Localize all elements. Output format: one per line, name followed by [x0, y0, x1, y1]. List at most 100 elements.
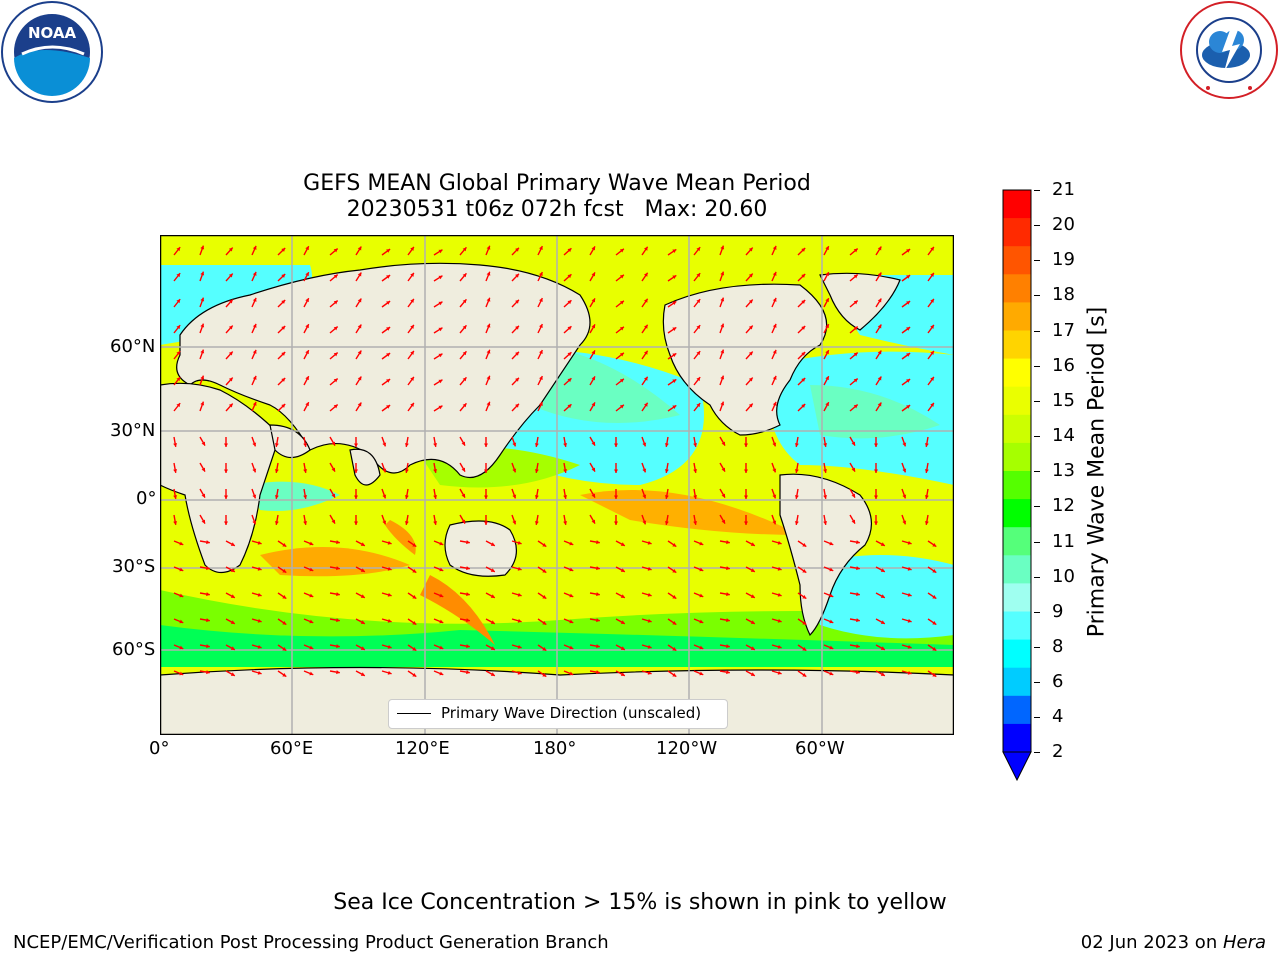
- wave-direction-arrowhead: [490, 542, 495, 546]
- wave-direction-arrowhead: [932, 594, 937, 599]
- wave-direction-arrowhead: [200, 297, 205, 302]
- wave-direction-arrowhead: [823, 521, 828, 525]
- colorbar-segment: [1003, 302, 1031, 331]
- wave-direction-arrowhead: [484, 495, 488, 499]
- wave-direction-arrowhead: [309, 671, 314, 676]
- wave-direction-arrowhead: [439, 541, 444, 546]
- wave-direction-arrowhead: [534, 495, 539, 499]
- wave-direction-arrowhead: [772, 323, 777, 328]
- colorbar-segment: [1003, 190, 1031, 219]
- wave-direction-arrowhead: [274, 469, 279, 473]
- wave-direction-arrowhead: [721, 493, 725, 498]
- colorbar-tick-mark: [1034, 506, 1040, 508]
- wave-direction-arrowhead: [877, 350, 882, 355]
- wave-direction-arrowhead: [542, 620, 547, 625]
- wave-direction-arrowhead: [252, 520, 257, 525]
- wave-direction-arrowhead: [823, 469, 828, 473]
- wave-direction-arrowhead: [856, 592, 860, 597]
- wave-direction-arrowhead: [282, 620, 287, 625]
- wave-direction-arrowhead: [672, 405, 677, 410]
- wave-direction-arrowhead: [224, 469, 228, 473]
- wave-direction-arrowhead: [777, 670, 782, 675]
- wave-direction-arrowhead: [281, 352, 286, 356]
- colorbar-tick-mark: [1034, 295, 1040, 297]
- wave-direction-arrowhead: [880, 646, 885, 650]
- wave-direction-arrowhead: [410, 376, 414, 381]
- wave-direction-arrowhead: [336, 644, 340, 649]
- wave-direction-arrowhead: [877, 272, 882, 277]
- wave-direction-arrowhead: [877, 246, 882, 251]
- wave-direction-arrowhead: [439, 567, 444, 572]
- wave-direction-arrowhead: [620, 568, 625, 572]
- wave-direction-arrowhead: [619, 378, 624, 383]
- wave-direction-arrowhead: [744, 443, 748, 447]
- wave-direction-arrowhead: [173, 443, 178, 447]
- lat-tick-30n: 30°N: [110, 420, 156, 441]
- wave-direction-arrowhead: [619, 352, 624, 357]
- wave-direction-arrowhead: [664, 521, 669, 525]
- wave-direction-arrowhead: [387, 592, 392, 597]
- wave-direction-arrowhead: [750, 672, 755, 676]
- wave-direction-arrowhead: [720, 297, 725, 302]
- wave-direction-arrowhead: [486, 245, 491, 250]
- wave-direction-arrowhead: [309, 567, 314, 572]
- wave-direction-arrowhead: [466, 566, 470, 571]
- wave-direction-arrowhead: [720, 323, 725, 328]
- wave-direction-arrowhead: [772, 271, 777, 276]
- wave-direction-arrows: [173, 245, 937, 678]
- wave-direction-arrowhead: [672, 620, 677, 625]
- wave-direction-arrowhead: [534, 469, 539, 473]
- wave-direction-arrowhead: [433, 469, 438, 473]
- wave-direction-arrowhead: [281, 404, 286, 408]
- wave-direction-arrowhead: [357, 272, 362, 277]
- wave-direction-arrowhead: [802, 620, 807, 625]
- wave-direction-arrowhead: [642, 442, 647, 447]
- wave-direction-arrowhead: [721, 519, 725, 524]
- wave-direction-arrowhead: [880, 620, 885, 624]
- wave-direction-arrowhead: [228, 299, 233, 304]
- wave-direction-arrowhead: [620, 620, 625, 624]
- wave-direction-arrowhead: [672, 249, 677, 254]
- wave-direction-arrowhead: [596, 566, 600, 571]
- wave-direction-arrowhead: [257, 644, 262, 649]
- wave-direction-arrowhead: [924, 443, 929, 447]
- wave-direction-arrowhead: [439, 671, 444, 676]
- wave-direction-arrowhead: [802, 542, 807, 547]
- wave-direction-arrowhead: [333, 326, 338, 331]
- wave-direction-arrowhead: [382, 520, 387, 525]
- wave-direction-arrowhead: [331, 467, 335, 472]
- wave-direction-arrowhead: [567, 378, 572, 383]
- lon-tick-60e: 60°E: [270, 738, 314, 759]
- wave-direction-arrowhead: [877, 402, 882, 407]
- wave-direction-arrowhead: [720, 271, 725, 276]
- wave-direction-arrowhead: [750, 594, 755, 598]
- wave-direction-arrowhead: [748, 273, 753, 278]
- wave-direction-arrowhead: [930, 246, 934, 251]
- wave-direction-arrowhead: [274, 495, 279, 499]
- wave-direction-arrowhead: [672, 353, 677, 358]
- wave-direction-arrowhead: [386, 301, 391, 305]
- lat-tick-60s: 60°S: [112, 639, 156, 660]
- wave-direction-arrowhead: [643, 298, 648, 303]
- wave-direction-arrowhead: [539, 246, 543, 251]
- legend-line-swatch: [397, 713, 431, 714]
- lat-tick-0: 0°: [136, 488, 157, 509]
- lat-tick-60n: 60°N: [110, 336, 156, 357]
- wave-direction-arrowhead: [331, 441, 335, 446]
- wave-direction-arrowhead: [466, 670, 470, 675]
- wave-direction-arrowhead: [672, 568, 677, 573]
- wave-direction-arrowhead: [539, 350, 543, 355]
- wave-direction-arrowhead: [517, 566, 522, 571]
- wave-direction-arrowhead: [802, 672, 807, 677]
- wave-direction-arrowhead: [853, 352, 858, 357]
- wave-direction-arrowhead: [591, 298, 595, 303]
- wave-direction-arrowhead: [693, 469, 698, 473]
- wave-direction-arrowhead: [777, 540, 782, 545]
- wave-direction-arrowhead: [179, 619, 184, 624]
- wave-direction-arrowhead: [333, 274, 338, 279]
- wave-direction-arrowhead: [794, 495, 799, 499]
- wave-direction-arrowhead: [179, 645, 184, 650]
- wave-direction-arrowhead: [620, 594, 625, 598]
- colorbar: [1002, 189, 1032, 782]
- wave-direction-arrowhead: [512, 468, 517, 473]
